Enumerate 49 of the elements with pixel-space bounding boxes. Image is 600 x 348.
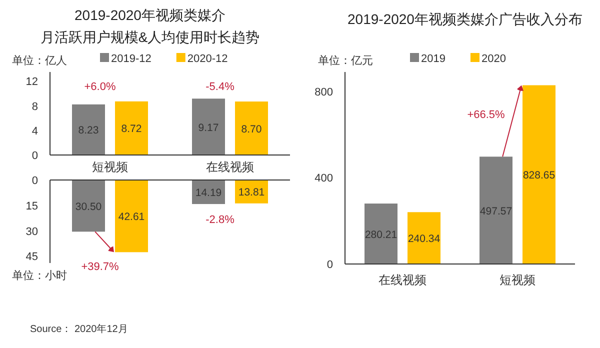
data-label: 30.50 bbox=[75, 200, 102, 213]
y-tick-label: 400 bbox=[314, 172, 333, 185]
y-tick-label: 0 bbox=[32, 150, 38, 162]
chart-title: 2019-2020年视频类媒介 bbox=[74, 7, 226, 23]
data-label: 280.21 bbox=[364, 228, 398, 241]
bar bbox=[115, 180, 148, 252]
y-tick-label: 12 bbox=[26, 76, 38, 88]
y-tick-label: 800 bbox=[314, 86, 333, 98]
annotation: +39.7% bbox=[81, 261, 120, 273]
data-label: 14.19 bbox=[195, 187, 222, 200]
x-tick-label: 在线视频 bbox=[378, 273, 426, 287]
data-label: 240.34 bbox=[408, 233, 440, 246]
annotation: +6.0% bbox=[84, 81, 116, 93]
x-tick-label: 短视频 bbox=[500, 273, 536, 287]
data-label: 8.23 bbox=[78, 124, 99, 137]
y-tick-label: 4 bbox=[32, 125, 38, 138]
y-axis-title: 单位：亿元 bbox=[318, 54, 373, 67]
x-tick-label: 在线视频 bbox=[206, 160, 254, 174]
data-label: 8.70 bbox=[241, 123, 262, 136]
legend-label: 2020 bbox=[481, 53, 506, 65]
bar bbox=[522, 85, 556, 264]
data-label: 42.61 bbox=[118, 211, 145, 224]
y-axis-title: 单位：小时 bbox=[12, 269, 67, 282]
source-note: Source： 2020年12月 bbox=[30, 323, 128, 335]
bar bbox=[408, 212, 440, 264]
y-tick-label: 0 bbox=[326, 259, 333, 271]
annotation: -5.4% bbox=[206, 81, 235, 93]
legend-label: 2020-12 bbox=[187, 53, 228, 65]
data-label: 9.17 bbox=[198, 122, 219, 134]
y-tick-label: 8 bbox=[32, 100, 38, 113]
chart-title: 2019-2020年视频类媒介广告收入分布 bbox=[348, 11, 582, 27]
bar bbox=[72, 180, 105, 232]
x-tick-label: 短视频 bbox=[92, 160, 128, 174]
data-label: 13.81 bbox=[238, 186, 265, 199]
y-tick-label: 30 bbox=[26, 226, 38, 238]
bar bbox=[364, 204, 398, 264]
y-tick-label: 15 bbox=[26, 200, 38, 212]
y-tick-label: 0 bbox=[32, 175, 38, 187]
annotation: -2.8% bbox=[206, 214, 235, 226]
y-axis-title: 单位：亿人 bbox=[12, 54, 67, 67]
data-label: 497.57 bbox=[480, 205, 512, 218]
chart-subtitle: 月活跃用户规模&人均使用时长趋势 bbox=[40, 29, 260, 45]
legend-label: 2019-12 bbox=[111, 53, 152, 65]
annotation: +66.5% bbox=[467, 109, 506, 121]
data-label: 828.65 bbox=[522, 170, 556, 182]
legend-label: 2019 bbox=[421, 53, 446, 65]
bar bbox=[480, 156, 512, 264]
y-tick-label: 45 bbox=[26, 251, 38, 264]
data-label: 8.72 bbox=[121, 123, 142, 136]
